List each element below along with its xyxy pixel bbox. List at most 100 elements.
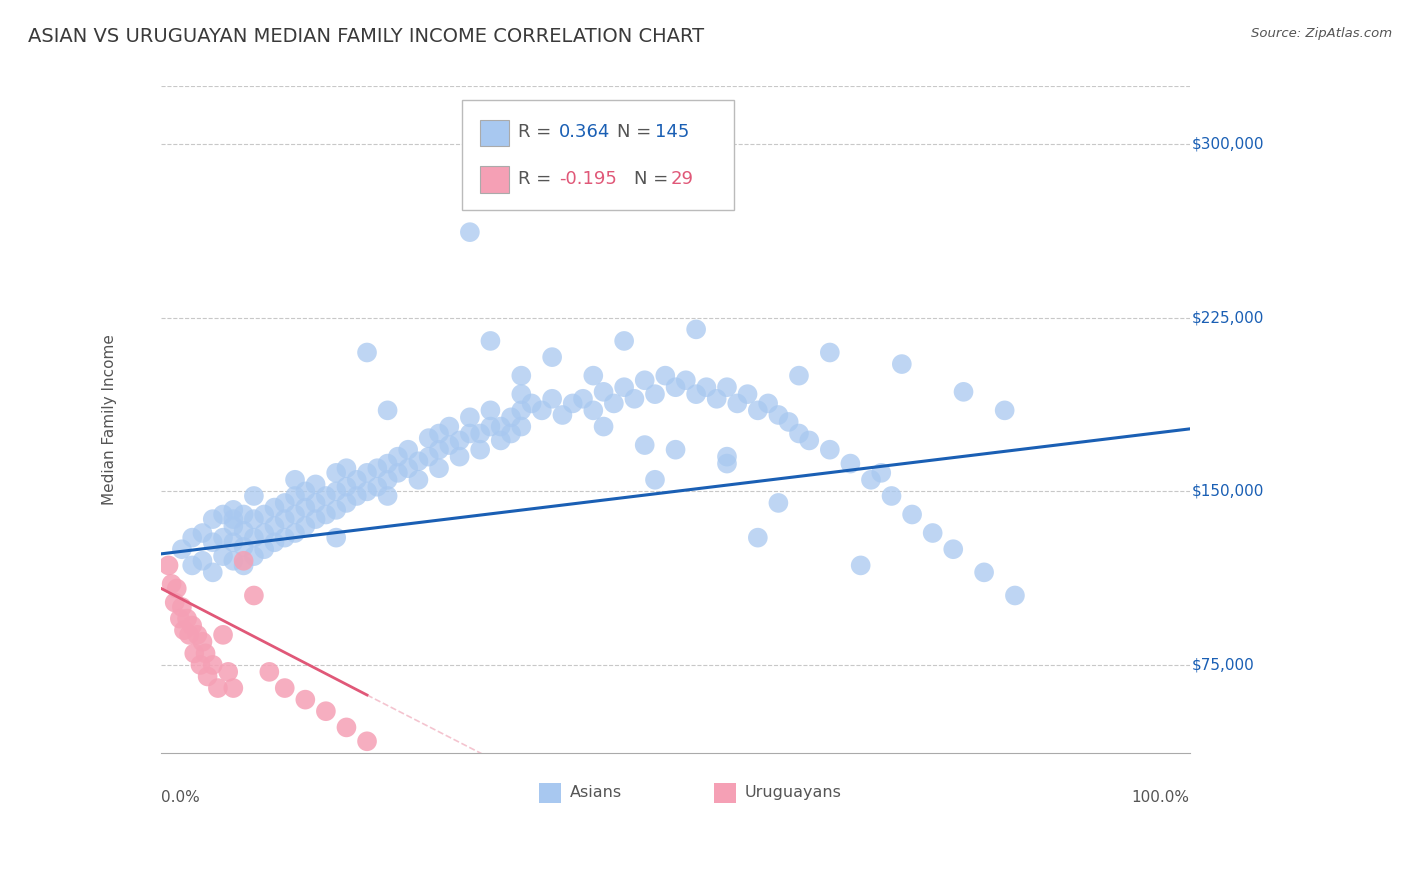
Point bbox=[243, 531, 266, 545]
Text: $150,000: $150,000 bbox=[1192, 483, 1264, 499]
Point bbox=[259, 665, 281, 679]
Point bbox=[304, 477, 326, 491]
Point bbox=[166, 582, 188, 596]
Text: ASIAN VS URUGUAYAN MEDIAN FAMILY INCOME CORRELATION CHART: ASIAN VS URUGUAYAN MEDIAN FAMILY INCOME … bbox=[28, 27, 704, 45]
Point bbox=[304, 496, 326, 510]
Point bbox=[510, 403, 533, 417]
Point bbox=[191, 526, 214, 541]
Point bbox=[1004, 589, 1026, 603]
Point bbox=[181, 558, 204, 573]
FancyBboxPatch shape bbox=[461, 100, 734, 210]
Point bbox=[387, 466, 409, 480]
Point bbox=[901, 508, 924, 522]
Point bbox=[274, 531, 297, 545]
Point bbox=[294, 484, 316, 499]
Point bbox=[582, 368, 605, 383]
Point bbox=[603, 396, 626, 410]
Point bbox=[870, 466, 893, 480]
Point bbox=[675, 373, 697, 387]
Point bbox=[725, 396, 748, 410]
Point bbox=[284, 508, 307, 522]
Point bbox=[346, 489, 368, 503]
Point bbox=[163, 595, 186, 609]
Point bbox=[212, 628, 235, 642]
Point bbox=[747, 403, 769, 417]
Point bbox=[232, 524, 254, 538]
Point bbox=[449, 434, 471, 448]
Point bbox=[427, 426, 450, 441]
Point bbox=[623, 392, 645, 406]
Point bbox=[510, 419, 533, 434]
Point bbox=[294, 519, 316, 533]
Point bbox=[778, 415, 800, 429]
Point bbox=[685, 322, 707, 336]
Point bbox=[716, 457, 738, 471]
Text: N =: N = bbox=[617, 123, 651, 141]
Point bbox=[356, 345, 378, 359]
Point bbox=[335, 720, 357, 734]
Point bbox=[181, 618, 204, 632]
Point bbox=[427, 461, 450, 475]
Point bbox=[458, 426, 481, 441]
Point bbox=[756, 396, 779, 410]
Point bbox=[479, 419, 502, 434]
Point bbox=[408, 454, 430, 468]
Point bbox=[541, 350, 564, 364]
Point bbox=[232, 540, 254, 554]
Point bbox=[377, 473, 399, 487]
Point bbox=[366, 461, 388, 475]
FancyBboxPatch shape bbox=[481, 166, 509, 193]
Point bbox=[716, 380, 738, 394]
Point bbox=[439, 438, 461, 452]
Point bbox=[439, 419, 461, 434]
Text: 29: 29 bbox=[671, 170, 693, 188]
Point bbox=[217, 665, 239, 679]
Point bbox=[304, 512, 326, 526]
Point bbox=[194, 646, 217, 660]
Point bbox=[634, 373, 657, 387]
Text: Median Family Income: Median Family Income bbox=[103, 334, 118, 505]
Point bbox=[510, 368, 533, 383]
Point bbox=[787, 368, 810, 383]
Point bbox=[222, 519, 245, 533]
Point bbox=[335, 461, 357, 475]
Point bbox=[818, 442, 841, 457]
Point bbox=[294, 500, 316, 515]
Point bbox=[222, 503, 245, 517]
Point bbox=[458, 225, 481, 239]
Point bbox=[685, 387, 707, 401]
Point bbox=[520, 396, 543, 410]
Point bbox=[201, 657, 224, 672]
Point bbox=[356, 734, 378, 748]
Text: -0.195: -0.195 bbox=[560, 170, 617, 188]
Point bbox=[325, 531, 347, 545]
Point bbox=[201, 566, 224, 580]
Point bbox=[232, 558, 254, 573]
Point bbox=[530, 403, 553, 417]
Point bbox=[243, 549, 266, 563]
Point bbox=[613, 334, 636, 348]
Text: R =: R = bbox=[519, 170, 557, 188]
Point bbox=[181, 531, 204, 545]
Point bbox=[243, 589, 266, 603]
Point bbox=[479, 334, 502, 348]
Point bbox=[768, 496, 790, 510]
Point bbox=[207, 681, 229, 695]
Point bbox=[201, 512, 224, 526]
Point bbox=[747, 531, 769, 545]
Text: $225,000: $225,000 bbox=[1192, 310, 1264, 326]
Point bbox=[396, 442, 419, 457]
Point bbox=[201, 535, 224, 549]
Point bbox=[274, 681, 297, 695]
Point bbox=[335, 496, 357, 510]
Point bbox=[489, 434, 512, 448]
Point bbox=[315, 508, 337, 522]
Point bbox=[176, 612, 198, 626]
Point bbox=[157, 558, 180, 573]
Text: 145: 145 bbox=[655, 123, 689, 141]
Point bbox=[325, 503, 347, 517]
Point bbox=[356, 484, 378, 499]
Point bbox=[315, 704, 337, 718]
Point bbox=[325, 484, 347, 499]
Text: R =: R = bbox=[519, 123, 557, 141]
